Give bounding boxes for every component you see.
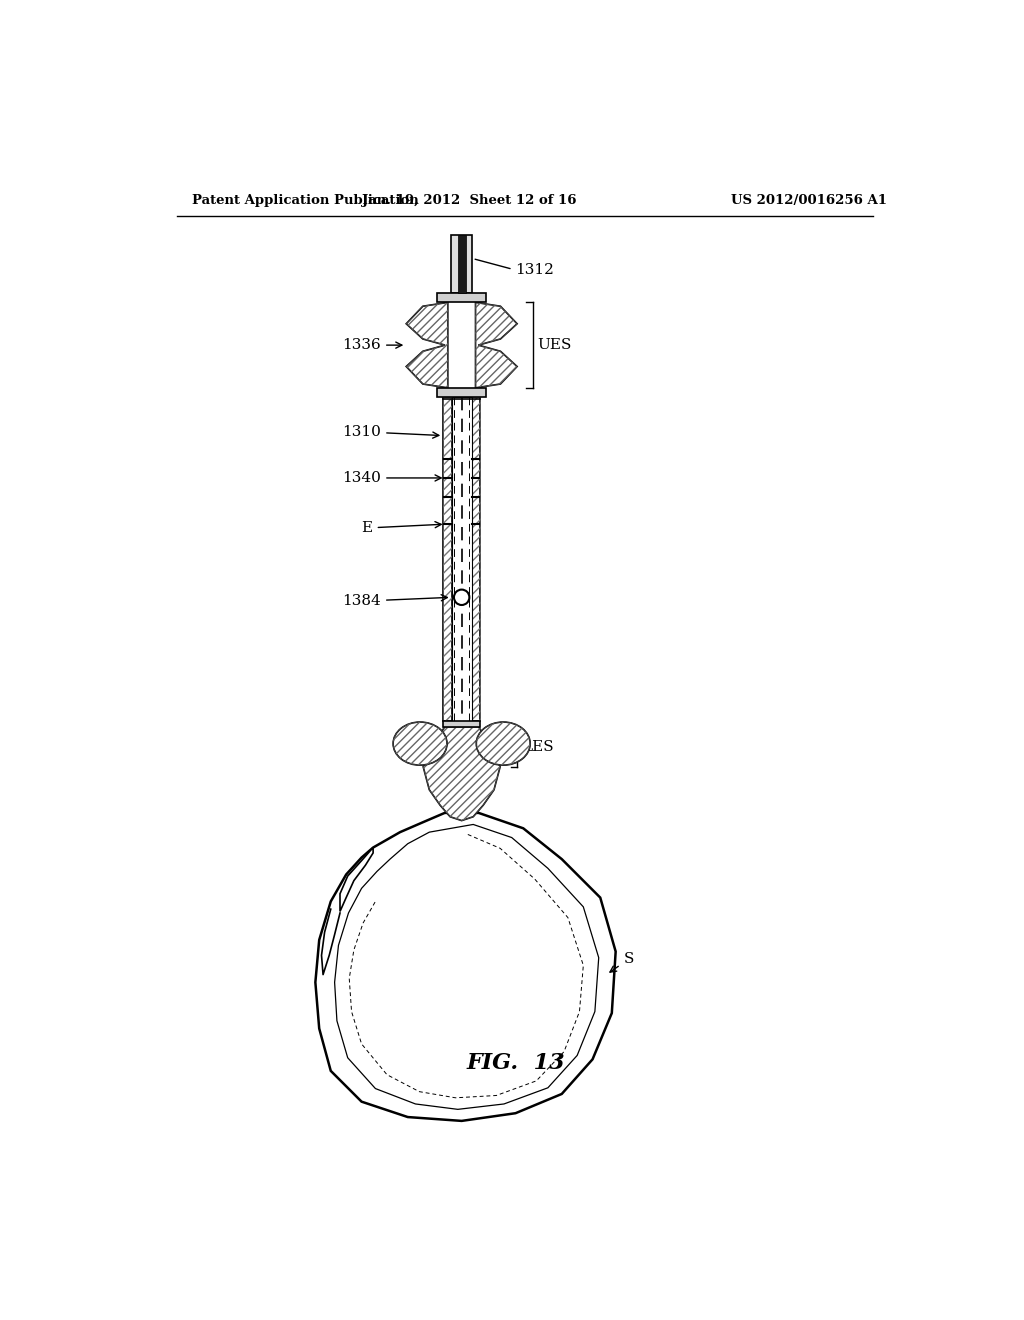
Text: 1340: 1340 (342, 471, 441, 484)
Text: 1384: 1384 (342, 594, 447, 609)
Text: LES: LES (521, 739, 553, 754)
Polygon shape (475, 302, 517, 388)
Polygon shape (423, 726, 500, 821)
Text: 1312: 1312 (475, 259, 554, 277)
Text: S: S (610, 952, 634, 972)
Text: Jan. 19, 2012  Sheet 12 of 16: Jan. 19, 2012 Sheet 12 of 16 (362, 194, 577, 207)
Polygon shape (340, 847, 373, 911)
Text: US 2012/0016256 A1: US 2012/0016256 A1 (731, 194, 887, 207)
Ellipse shape (393, 722, 447, 766)
Polygon shape (451, 235, 472, 293)
Text: Patent Application Publication: Patent Application Publication (193, 194, 419, 207)
Ellipse shape (476, 722, 530, 766)
Text: E: E (361, 521, 441, 535)
Polygon shape (443, 721, 480, 726)
Text: UES: UES (538, 338, 571, 352)
Text: 1336: 1336 (342, 338, 401, 352)
Polygon shape (407, 302, 447, 388)
Polygon shape (458, 235, 466, 293)
Circle shape (454, 590, 469, 605)
Polygon shape (315, 813, 615, 1121)
Polygon shape (437, 388, 486, 397)
Polygon shape (452, 397, 472, 721)
Text: FIG.  13: FIG. 13 (466, 1052, 565, 1074)
Polygon shape (437, 293, 486, 302)
Polygon shape (472, 397, 480, 721)
Polygon shape (335, 825, 599, 1109)
Polygon shape (443, 397, 452, 721)
Text: 1310: 1310 (342, 425, 439, 438)
